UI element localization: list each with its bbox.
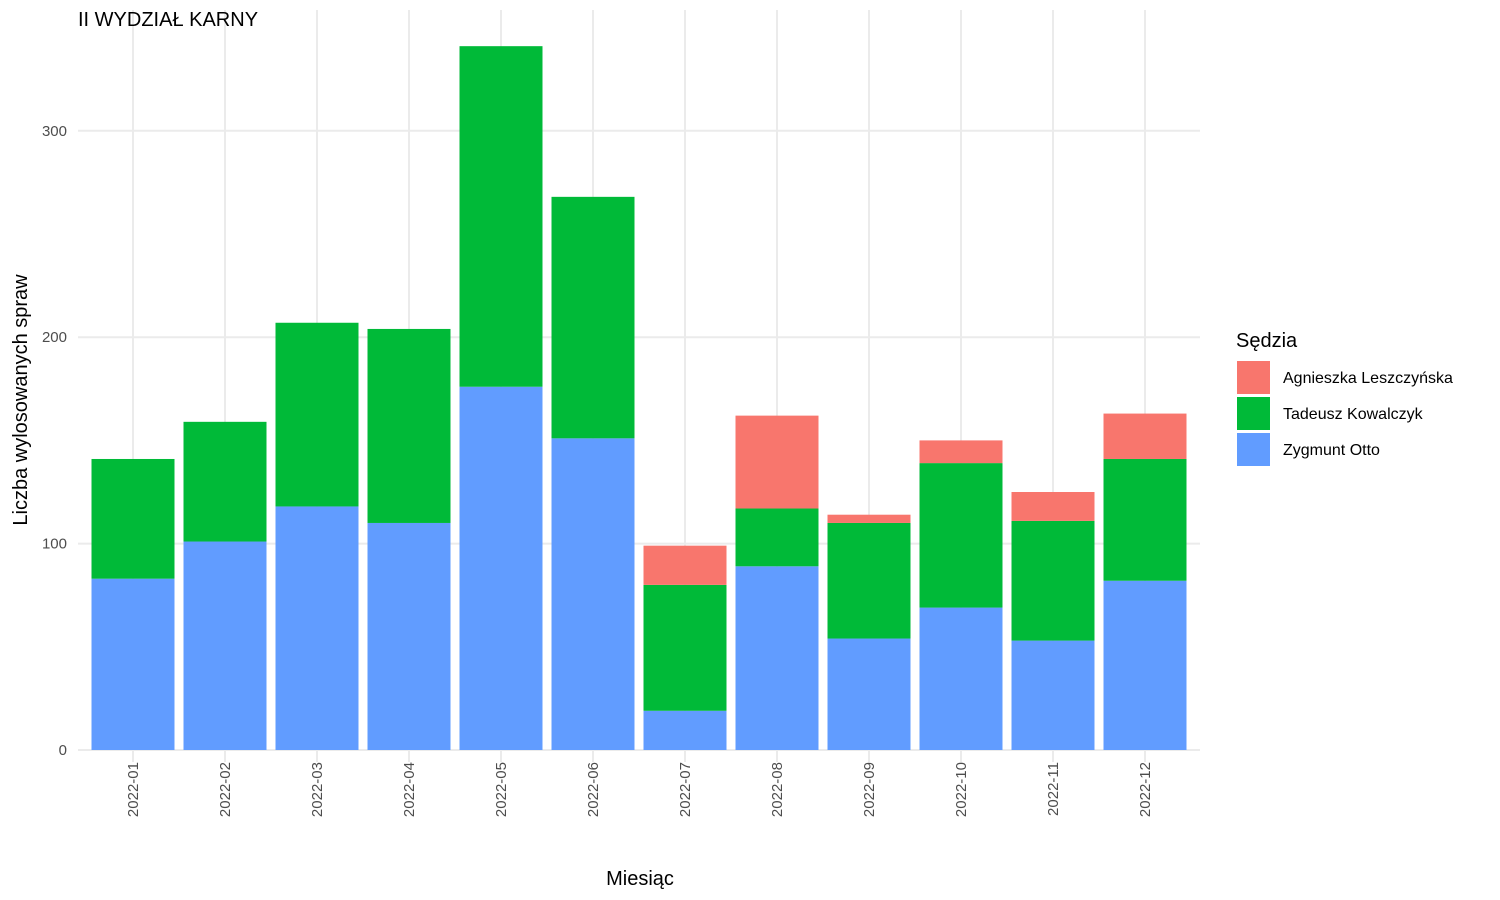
bar-2022-12-tadeusz-kowalczyk: [1103, 458, 1187, 581]
bar-2022-07-agnieszka-leszczy-ska: [643, 545, 727, 585]
bar-2022-05-tadeusz-kowalczyk: [459, 46, 543, 387]
x-tick-label: 2022-12: [1137, 762, 1154, 817]
x-tick-label: 2022-05: [493, 762, 510, 817]
bar-2022-10-tadeusz-kowalczyk: [919, 463, 1003, 608]
bar-2022-07-tadeusz-kowalczyk: [643, 584, 727, 711]
x-tick-label: 2022-06: [585, 762, 602, 817]
legend-label: Agnieszka Leszczyńska: [1283, 370, 1453, 387]
bar-2022-11-agnieszka-leszczy-ska: [1011, 492, 1095, 521]
y-axis-title: Liczba wylosowanych spraw: [10, 274, 32, 526]
bar-2022-01-zygmunt-otto: [91, 578, 175, 750]
legend-label: Tadeusz Kowalczyk: [1283, 406, 1424, 423]
bar-2022-10-zygmunt-otto: [919, 607, 1003, 750]
y-tick-label: 100: [42, 536, 67, 553]
x-tick-label: 2022-10: [953, 762, 970, 817]
bar-2022-06-zygmunt-otto: [551, 438, 635, 750]
bar-2022-11-tadeusz-kowalczyk: [1011, 520, 1095, 641]
legend-title: Sędzia: [1236, 330, 1298, 352]
bar-2022-04-tadeusz-kowalczyk: [367, 328, 451, 523]
x-tick-label: 2022-03: [309, 762, 326, 817]
x-tick-label: 2022-04: [401, 762, 418, 817]
x-axis-title: Miesiąc: [606, 868, 674, 890]
x-tick-label: 2022-01: [125, 762, 142, 817]
bar-2022-09-zygmunt-otto: [827, 638, 911, 750]
bars: [91, 46, 1187, 750]
bar-2022-06-tadeusz-kowalczyk: [551, 196, 635, 439]
x-tick-label: 2022-02: [217, 762, 234, 817]
y-axis-ticks: 0 100 200 300: [42, 123, 67, 759]
y-tick-label: 300: [42, 123, 67, 140]
bar-2022-08-tadeusz-kowalczyk: [735, 508, 819, 567]
legend-label: Zygmunt Otto: [1283, 442, 1380, 459]
x-tick-label: 2022-09: [861, 762, 878, 817]
bar-2022-10-agnieszka-leszczy-ska: [919, 440, 1003, 464]
bar-2022-12-zygmunt-otto: [1103, 580, 1187, 750]
bar-2022-02-zygmunt-otto: [183, 541, 267, 750]
legend: Sędzia Agnieszka Leszczyńska Tadeusz Kowa…: [1236, 330, 1453, 466]
bar-2022-02-tadeusz-kowalczyk: [183, 421, 267, 542]
legend-swatch: [1237, 397, 1270, 430]
bar-2022-08-agnieszka-leszczy-ska: [735, 415, 819, 509]
legend-swatch: [1237, 433, 1270, 466]
bar-2022-09-tadeusz-kowalczyk: [827, 522, 911, 639]
bar-2022-07-zygmunt-otto: [643, 710, 727, 750]
bar-2022-08-zygmunt-otto: [735, 566, 819, 750]
bar-2022-12-agnieszka-leszczy-ska: [1103, 413, 1187, 459]
bar-2022-04-zygmunt-otto: [367, 522, 451, 750]
x-tick-label: 2022-08: [769, 762, 786, 817]
x-tick-label: 2022-11: [1045, 762, 1062, 816]
bar-2022-03-tadeusz-kowalczyk: [275, 322, 359, 507]
legend-items: Agnieszka Leszczyńska Tadeusz Kowalczyk Zy…: [1237, 361, 1453, 466]
y-tick-label: 200: [42, 329, 67, 346]
x-tick-label: 2022-07: [677, 762, 694, 817]
bar-2022-03-zygmunt-otto: [275, 506, 359, 750]
bar-2022-11-zygmunt-otto: [1011, 640, 1095, 750]
legend-swatch: [1237, 361, 1270, 394]
bar-2022-09-agnieszka-leszczy-ska: [827, 514, 911, 523]
bar-2022-05-zygmunt-otto: [459, 386, 543, 750]
bar-2022-01-tadeusz-kowalczyk: [91, 458, 175, 579]
x-axis-ticks: 2022-01 2022-02 2022-03 2022-04 2022-05 2022-…: [125, 762, 1154, 817]
chart-title: II WYDZIAŁ KARNY: [78, 9, 258, 31]
y-tick-label: 0: [59, 742, 67, 759]
